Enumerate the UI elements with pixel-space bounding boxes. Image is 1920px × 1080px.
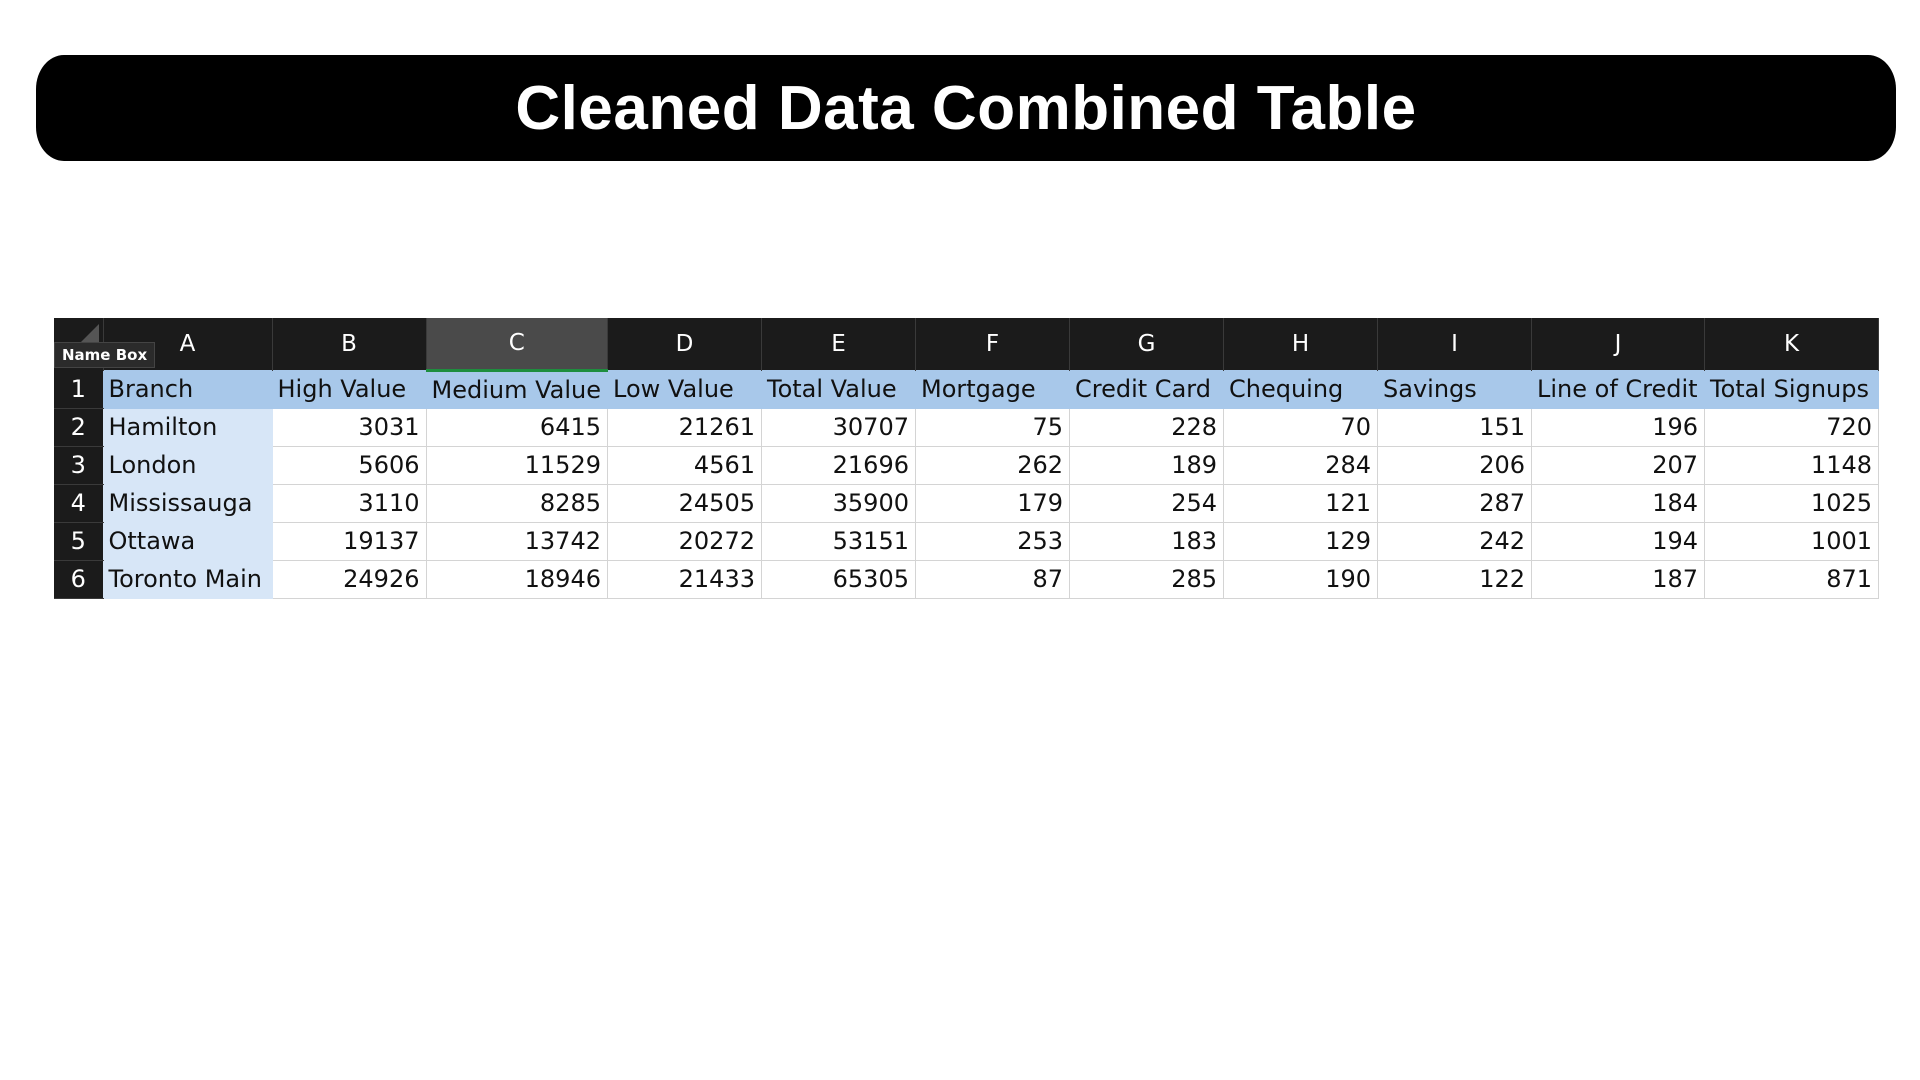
table-cell[interactable]: 206 — [1377, 445, 1532, 485]
header-cell-line-of-credit[interactable]: Line of Credit — [1531, 369, 1705, 409]
table-cell[interactable]: 187 — [1531, 559, 1705, 599]
select-all-corner[interactable]: Name Box — [54, 318, 156, 370]
column-header-k[interactable]: K — [1704, 318, 1879, 370]
row-header-6[interactable]: 6 — [54, 560, 103, 599]
table-cell[interactable]: 3110 — [271, 483, 427, 523]
header-cell-medium-value[interactable]: Medium Value — [425, 369, 608, 409]
table-cell[interactable]: 87 — [915, 559, 1070, 599]
branch-cell[interactable]: Mississauga — [102, 483, 273, 523]
table-cell[interactable]: 21433 — [607, 559, 762, 599]
table-cell[interactable]: 70 — [1223, 407, 1378, 447]
select-all-icon — [80, 324, 99, 342]
row-header-1[interactable]: 1 — [54, 370, 103, 409]
table-cell[interactable]: 184 — [1531, 483, 1705, 523]
table-cell[interactable]: 24505 — [607, 483, 762, 523]
table-cell[interactable]: 35900 — [761, 483, 916, 523]
table-cell[interactable]: 20272 — [607, 521, 762, 561]
table-cell[interactable]: 284 — [1223, 445, 1378, 485]
column-header-e[interactable]: E — [761, 318, 916, 370]
table-cell[interactable]: 75 — [915, 407, 1070, 447]
header-cell-high-value[interactable]: High Value — [271, 369, 427, 409]
header-cell-credit-card[interactable]: Credit Card — [1069, 369, 1224, 409]
title-banner: Cleaned Data Combined Table — [36, 55, 1896, 161]
table-cell[interactable]: 19137 — [271, 521, 427, 561]
table-cell[interactable]: 8285 — [425, 483, 608, 523]
table-cell[interactable]: 11529 — [425, 445, 608, 485]
table-cell[interactable]: 287 — [1377, 483, 1532, 523]
table-cell[interactable]: 151 — [1377, 407, 1532, 447]
table-row: 5 Ottawa 19137 13742 20272 53151 253 183… — [54, 521, 1879, 561]
column-header-d[interactable]: D — [607, 318, 762, 370]
table-cell[interactable]: 65305 — [761, 559, 916, 599]
table-cell[interactable]: 30707 — [761, 407, 916, 447]
header-cell-savings[interactable]: Savings — [1377, 369, 1532, 409]
table-cell[interactable]: 1148 — [1704, 445, 1879, 485]
data-table: Name Box A B C D E F G H I J K 1 Branch … — [54, 318, 1879, 599]
table-cell[interactable]: 262 — [915, 445, 1070, 485]
table-cell[interactable]: 21696 — [761, 445, 916, 485]
table-cell[interactable]: 720 — [1704, 407, 1879, 447]
table-cell[interactable]: 53151 — [761, 521, 916, 561]
column-header-i[interactable]: I — [1377, 318, 1532, 370]
table-cell[interactable]: 189 — [1069, 445, 1224, 485]
table-cell[interactable]: 5606 — [271, 445, 427, 485]
table-cell[interactable]: 183 — [1069, 521, 1224, 561]
page-title: Cleaned Data Combined Table — [515, 73, 1417, 143]
row-header-5[interactable]: 5 — [54, 522, 103, 561]
table-cell[interactable]: 18946 — [425, 559, 608, 599]
table-cell[interactable]: 3031 — [271, 407, 427, 447]
spreadsheet-grid: Name Box A B C D E F G H I J K 1 Branch … — [54, 318, 1879, 599]
column-header-b[interactable]: B — [272, 318, 427, 370]
table-cell[interactable]: 121 — [1223, 483, 1378, 523]
table-cell[interactable]: 207 — [1531, 445, 1705, 485]
column-header-row: Name Box A B C D E F G H I J K — [54, 318, 1879, 372]
table-cell[interactable]: 194 — [1531, 521, 1705, 561]
branch-cell[interactable]: London — [102, 445, 273, 485]
table-cell[interactable]: 122 — [1377, 559, 1532, 599]
row-header-3[interactable]: 3 — [54, 446, 103, 485]
table-cell[interactable]: 253 — [915, 521, 1070, 561]
table-cell[interactable]: 285 — [1069, 559, 1224, 599]
header-cell-total-signups[interactable]: Total Signups — [1704, 369, 1879, 409]
column-header-g[interactable]: G — [1069, 318, 1224, 370]
name-box-tooltip: Name Box — [54, 342, 156, 368]
table-row: 6 Toronto Main 24926 18946 21433 65305 8… — [54, 559, 1879, 599]
table-cell[interactable]: 4561 — [607, 445, 762, 485]
header-cell-mortgage[interactable]: Mortgage — [915, 369, 1070, 409]
table-cell[interactable]: 228 — [1069, 407, 1224, 447]
header-cell-chequing[interactable]: Chequing — [1223, 369, 1378, 409]
table-row: 2 Hamilton 3031 6415 21261 30707 75 228 … — [54, 407, 1879, 447]
table-cell[interactable]: 13742 — [425, 521, 608, 561]
row-header-4[interactable]: 4 — [54, 484, 103, 523]
table-cell[interactable]: 871 — [1704, 559, 1879, 599]
branch-cell[interactable]: Hamilton — [102, 407, 273, 447]
table-row: 3 London 5606 11529 4561 21696 262 189 2… — [54, 445, 1879, 485]
header-cell-branch[interactable]: Branch — [102, 369, 273, 409]
table-cell[interactable]: 179 — [915, 483, 1070, 523]
table-cell[interactable]: 21261 — [607, 407, 762, 447]
table-cell[interactable]: 196 — [1531, 407, 1705, 447]
table-cell[interactable]: 1001 — [1704, 521, 1879, 561]
column-header-c[interactable]: C — [426, 318, 608, 372]
header-cell-low-value[interactable]: Low Value — [607, 369, 762, 409]
table-cell[interactable]: 6415 — [425, 407, 608, 447]
table-cell[interactable]: 242 — [1377, 521, 1532, 561]
branch-cell[interactable]: Toronto Main — [102, 559, 273, 599]
table-cell[interactable]: 1025 — [1704, 483, 1879, 523]
table-cell[interactable]: 129 — [1223, 521, 1378, 561]
table-cell[interactable]: 190 — [1223, 559, 1378, 599]
table-header-row: 1 Branch High Value Medium Value Low Val… — [54, 369, 1879, 409]
table-row: 4 Mississauga 3110 8285 24505 35900 179 … — [54, 483, 1879, 523]
column-header-j[interactable]: J — [1531, 318, 1705, 370]
branch-cell[interactable]: Ottawa — [102, 521, 273, 561]
column-header-h[interactable]: H — [1223, 318, 1378, 370]
table-cell[interactable]: 24926 — [271, 559, 427, 599]
header-cell-total-value[interactable]: Total Value — [761, 369, 916, 409]
row-header-2[interactable]: 2 — [54, 408, 103, 447]
table-cell[interactable]: 254 — [1069, 483, 1224, 523]
column-header-f[interactable]: F — [915, 318, 1070, 370]
